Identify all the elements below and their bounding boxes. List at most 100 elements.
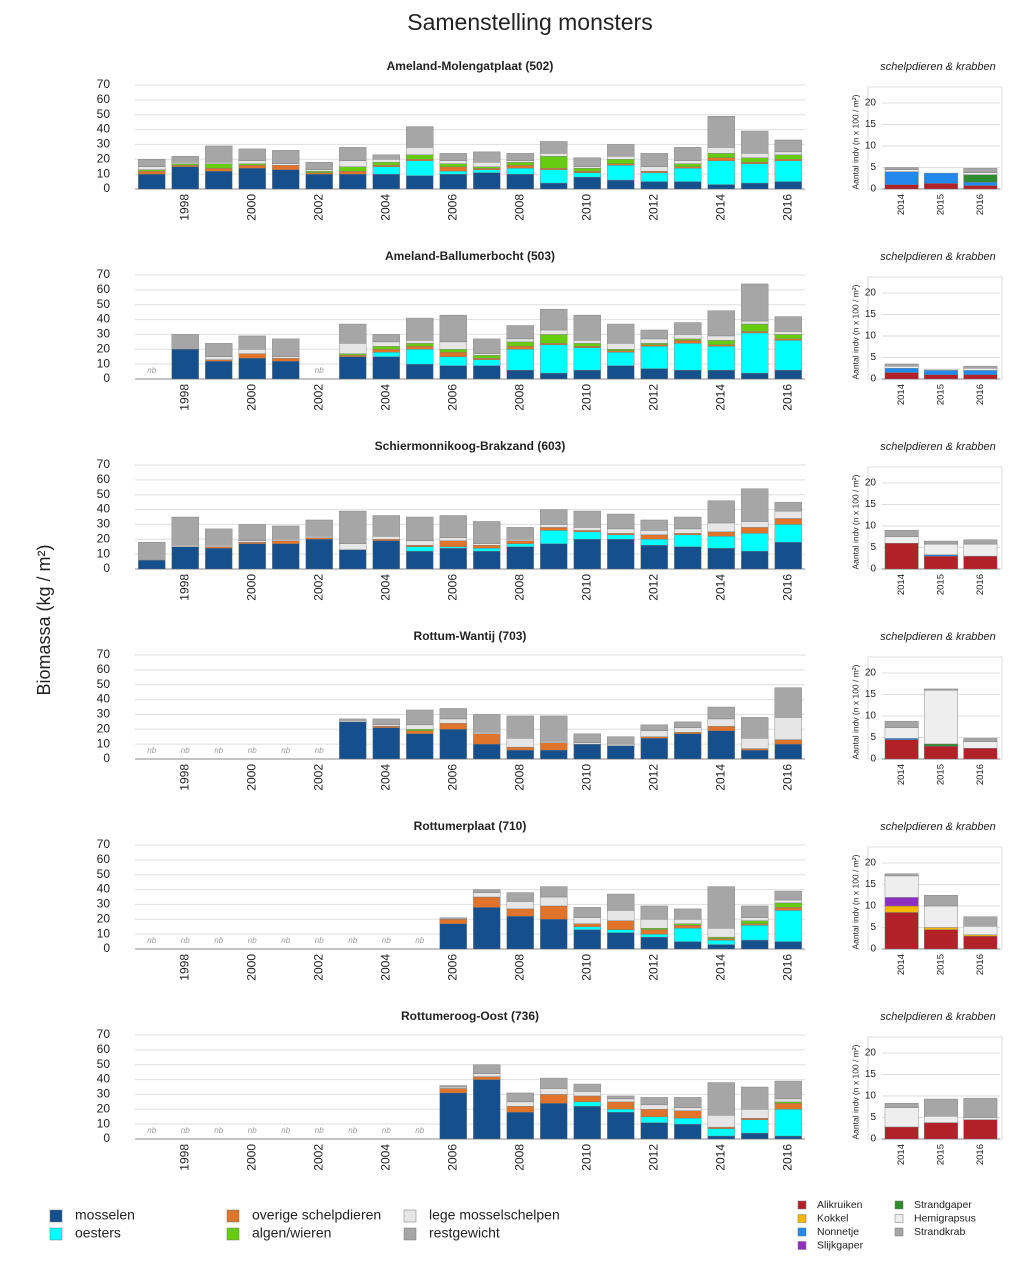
bar-segment (707, 184, 735, 190)
bar-segment (741, 332, 769, 374)
bar-segment (741, 283, 769, 322)
bar-segment (439, 919, 467, 924)
y-tick-label: 20 (865, 668, 877, 679)
bar-segment (607, 349, 635, 351)
x-tick-label: 2012 (646, 574, 660, 601)
bar-segment (674, 322, 702, 335)
bar-segment (573, 176, 601, 190)
bar-segment (473, 543, 501, 546)
bar-segment (406, 126, 434, 148)
y-tick-label: 0 (103, 1131, 110, 1145)
bar-segment (506, 1112, 534, 1140)
bar-segment (205, 545, 233, 547)
bar-segment (339, 543, 367, 550)
x-tick-label: 2004 (378, 1144, 392, 1171)
bar-segment (573, 340, 601, 344)
y-axis-label: Aantal indv (n x 100 / m²) (850, 94, 860, 189)
bar-segment (372, 356, 400, 380)
x-tick-label: 2012 (646, 384, 660, 411)
bar-segment (963, 1119, 998, 1140)
bar-segment (774, 369, 802, 380)
bar-segment (884, 363, 919, 367)
bar-segment (640, 545, 668, 570)
bar-segment (372, 162, 400, 166)
bar-segment (573, 170, 601, 173)
bar-segment (171, 545, 199, 547)
bar-segment (473, 521, 501, 544)
bar-segment (506, 916, 534, 950)
bar-segment (473, 743, 501, 760)
y-tick-label: 15 (865, 689, 877, 700)
bar-segment (205, 170, 233, 190)
bar-segment (707, 536, 735, 549)
bar-segment (238, 160, 266, 164)
bar-segment (963, 738, 998, 742)
bar-segment (741, 372, 769, 380)
bar-segment (573, 510, 601, 528)
legend-swatch (797, 1227, 807, 1237)
y-tick-label: 15 (865, 309, 877, 320)
bar-segment (205, 548, 233, 570)
y-tick-label: 30 (97, 327, 111, 341)
bar-segment (607, 1095, 635, 1100)
bar-segment (506, 546, 534, 570)
bar-segment (741, 923, 769, 926)
bar-segment (439, 352, 467, 357)
bar-segment (640, 730, 668, 737)
bar-segment (372, 540, 400, 570)
bar-segment (305, 169, 333, 172)
x-tick-label: 1998 (177, 954, 191, 981)
y-tick-label: 0 (870, 374, 876, 385)
bar-segment (963, 174, 998, 183)
bar-segment (924, 927, 958, 930)
panel-title: schelpdieren & krabben (880, 631, 996, 643)
no-data-label: nb (147, 746, 156, 755)
bar-segment (540, 182, 568, 190)
bar-segment (774, 151, 802, 156)
bar-segment (540, 308, 568, 331)
bar-segment (924, 1116, 958, 1123)
bar-segment (372, 165, 400, 167)
bar-segment (339, 147, 367, 161)
no-data-label: nb (181, 746, 190, 755)
bar-segment (924, 745, 958, 760)
bar-segment (640, 329, 668, 340)
panel-title: schelpdieren & krabben (880, 1011, 996, 1023)
bar-segment (707, 346, 735, 371)
bar-segment (573, 530, 601, 533)
legend-label: oesters (75, 1225, 121, 1241)
bar-segment (573, 167, 601, 172)
bar-segment (540, 1094, 568, 1104)
no-data-label: nb (214, 1126, 223, 1135)
bar-segment (674, 721, 702, 728)
bar-segment (674, 1110, 702, 1119)
legend-label: algen/wieren (252, 1225, 331, 1241)
bar-segment (607, 343, 635, 350)
bar-segment (924, 1098, 958, 1117)
bar-segment (774, 518, 802, 525)
bar-segment (439, 170, 467, 175)
bar-segment (171, 166, 199, 190)
no-data-label: nb (348, 936, 357, 945)
legend-swatch (403, 1209, 417, 1223)
no-data-label: nb (315, 936, 324, 945)
legend-label: Nonnetje (817, 1226, 859, 1238)
bar-segment (506, 160, 534, 163)
bar-segment (607, 745, 635, 760)
bar-segment (205, 163, 233, 169)
y-tick-label: 15 (865, 499, 877, 510)
bar-segment (573, 347, 601, 371)
bar-segment (439, 153, 467, 161)
bar-segment (640, 539, 668, 546)
bar-segment (573, 1106, 601, 1140)
bar-segment (707, 344, 735, 347)
bar-segment (607, 1098, 635, 1103)
x-tick-label: 2010 (579, 194, 593, 221)
x-tick-label: 2016 (780, 574, 794, 601)
no-data-label: nb (147, 366, 156, 375)
y-tick-label: 20 (865, 858, 877, 869)
bar-segment (674, 338, 702, 341)
bar-segment (607, 920, 635, 930)
bar-segment (707, 340, 735, 346)
bar-segment (473, 338, 501, 354)
